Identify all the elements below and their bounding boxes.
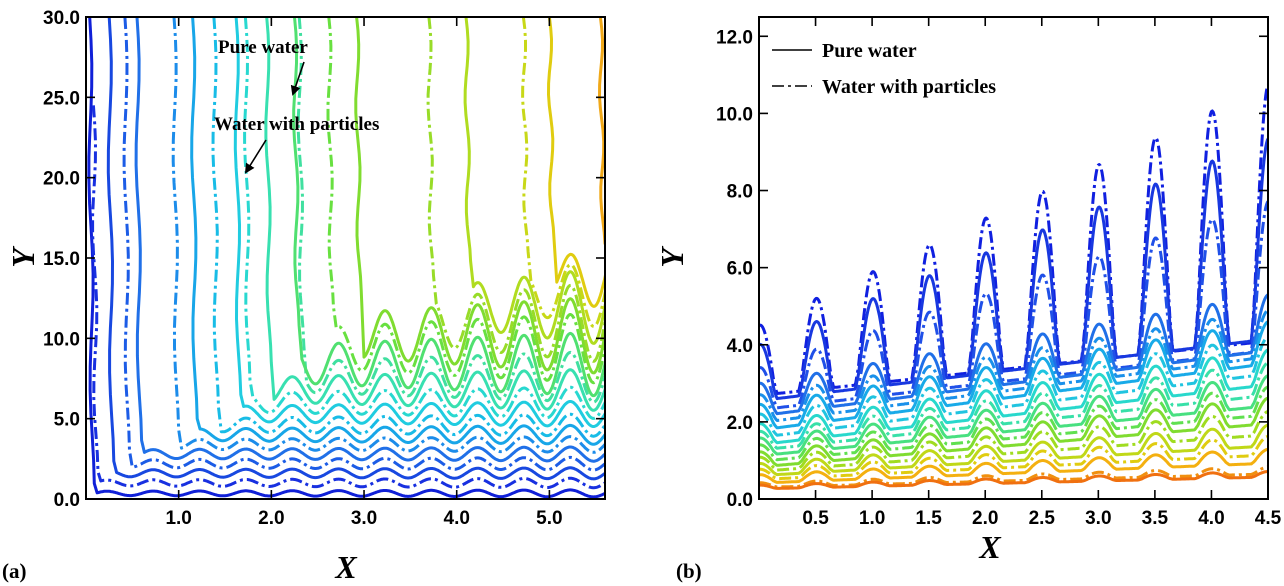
series-a-15 [426,17,605,363]
y-tick-label-b-6: 12.0 [716,27,753,48]
y-tick-label-b-1: 2.0 [727,413,753,434]
series-a-14 [354,17,605,375]
series-b-14 [759,434,1268,481]
annotation-water-particles: Water with particles [214,114,379,174]
plot-frame-b [758,16,1269,500]
x-tick-label-a-3: 4.0 [444,508,470,529]
series-a-10 [264,17,605,412]
panel-label-a: (a) [2,559,27,583]
panel-b: 0.5 1.0 1.5 2.0 2.5 3.0 3.5 4.0 4.5 0.0 2.0 4.0 6.0 8… [654,16,1282,583]
legend-label-water-particles: Water with particles [822,76,996,98]
x-tick-label-a-4: 5.0 [536,508,562,529]
annotation-water-particles-text: Water with particles [214,114,379,135]
annotation-pure-water: Pure water [218,37,308,96]
y-tick-label-b-3: 6.0 [727,259,753,280]
series-b-8 [759,361,1268,450]
series-b-16 [759,465,1268,489]
y-tick-label-b-2: 4.0 [727,336,753,357]
x-tick-label-a-0: 1.0 [165,508,191,529]
series-b-11 [759,396,1268,467]
series-a-12 [292,17,605,398]
series-a-5 [171,17,605,454]
y-tick-label-a-6: 30.0 [43,8,80,29]
series-b-7 [759,348,1268,445]
series-a-4 [134,17,605,463]
ticks-a: 1.0 2.0 3.0 4.0 5.0 0.0 5.0 10.0 15.0 20.0 25.0 30.… [43,8,605,529]
series-a-13 [326,17,605,385]
x-tick-label-a-2: 3.0 [351,508,377,529]
x-tick-label-b-7: 4.0 [1198,508,1224,529]
y-tick-label-a-4: 20.0 [43,169,80,190]
legend: Pure water Water with particles [772,40,996,98]
panel-label-b: (b) [676,559,702,583]
series-b-9 [759,374,1268,456]
series-b-2 [759,199,1268,410]
y-axis-title-b: Y [654,246,690,268]
y-tick-label-a-1: 5.0 [54,410,80,431]
series-a-16 [463,17,605,345]
contour-lines-a [87,17,605,499]
series-a-6 [190,17,605,446]
y-tick-label-b-4: 8.0 [727,182,753,203]
series-b-12 [759,409,1268,472]
annotation-water-particles-arrow [244,139,267,174]
y-tick-label-a-3: 15.0 [43,249,80,270]
series-a-8 [233,17,605,428]
x-axis-title-a: X [334,549,357,585]
series-b-4 [759,308,1268,422]
series-a-17 [521,17,605,328]
series-b-6 [759,335,1268,437]
x-tick-label-a-1: 2.0 [258,508,284,529]
legend-label-pure-water: Pure water [822,40,917,62]
series-a-0 [87,17,605,499]
series-a-7 [211,17,605,438]
y-tick-label-b-0: 0.0 [727,490,753,511]
x-tick-label-b-8: 4.5 [1255,508,1282,529]
x-tick-label-b-6: 3.5 [1142,508,1169,529]
series-a-18 [547,17,605,308]
ticks-b: 0.5 1.0 1.5 2.0 2.5 3.0 3.5 4.0 4.5 0.0 2.0 4.0 6.0 8… [716,17,1282,529]
y-tick-label-a-0: 0.0 [54,490,80,511]
annotation-pure-water-text: Pure water [218,37,308,58]
series-a-11 [296,17,605,404]
x-tick-label-b-4: 2.5 [1029,508,1056,529]
x-tick-label-b-2: 1.5 [915,508,942,529]
series-a-1 [91,105,605,490]
y-tick-label-a-5: 25.0 [43,88,80,109]
series-b-17 [759,469,1268,490]
y-tick-label-a-2: 10.0 [43,329,80,350]
series-a-9 [243,17,605,420]
series-b-5 [759,320,1268,430]
x-tick-label-b-1: 1.0 [859,508,885,529]
series-a-2 [106,17,605,481]
x-tick-label-b-0: 0.5 [802,508,829,529]
annotation-pure-water-arrow [290,61,305,96]
y-axis-title-a: Y [5,246,41,268]
series-b-15 [759,447,1268,484]
y-tick-label-b-5: 10.0 [716,104,753,125]
series-b-13 [759,423,1268,477]
x-tick-label-b-3: 2.0 [972,508,998,529]
x-tick-label-b-5: 3.0 [1085,508,1111,529]
series-b-3 [759,293,1268,416]
series-a-3 [122,17,605,472]
panel-a: 1.0 2.0 3.0 4.0 5.0 0.0 5.0 10.0 15.0 20.0 25.0 30.… [2,8,606,585]
series-b-1 [759,137,1268,401]
curves-b [759,83,1268,490]
x-axis-title-b: X [978,529,1001,565]
